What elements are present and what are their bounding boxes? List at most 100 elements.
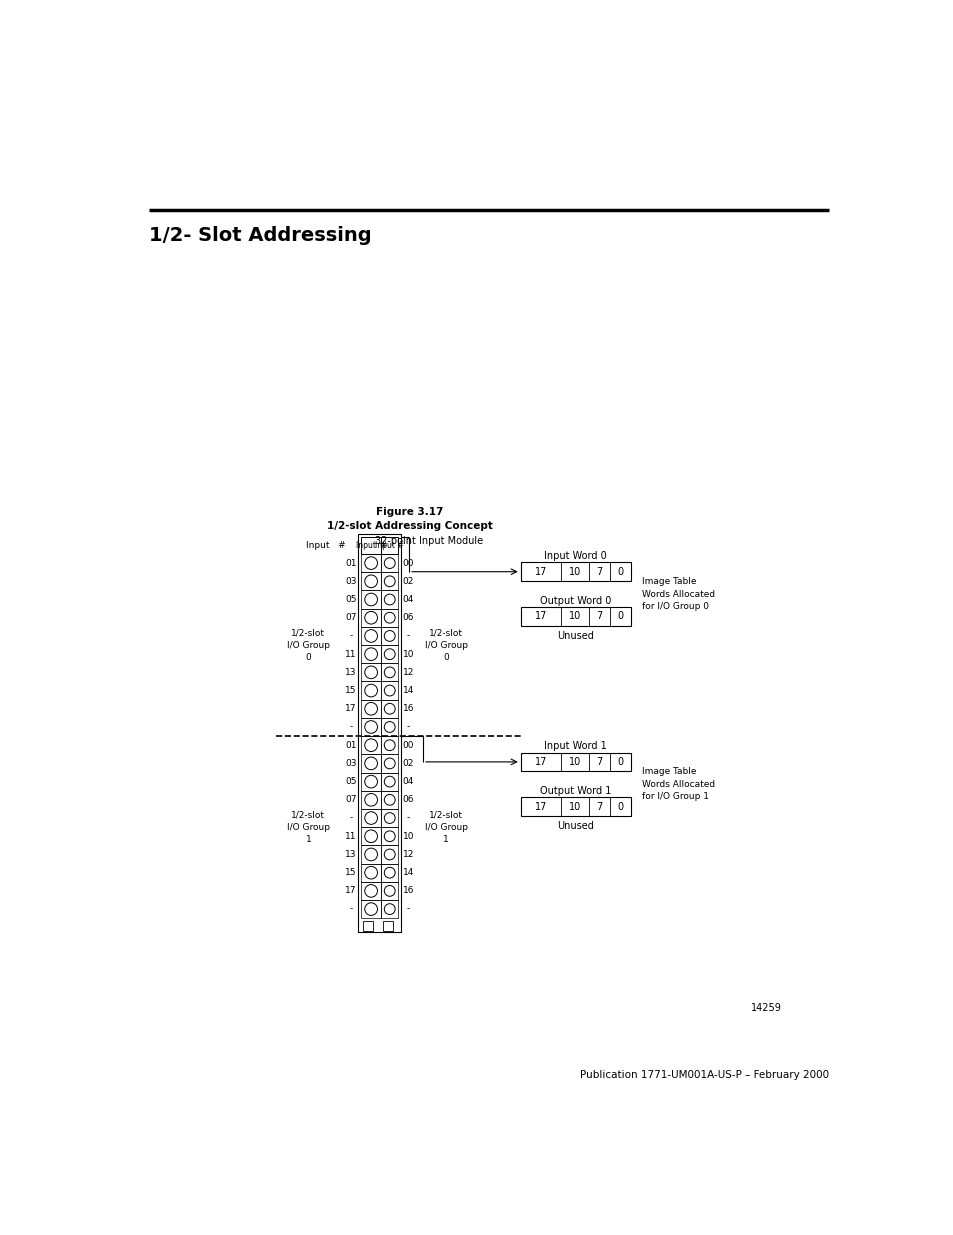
Text: 7: 7 <box>596 802 602 811</box>
Text: 05: 05 <box>345 595 356 604</box>
Circle shape <box>364 903 377 915</box>
Text: 15: 15 <box>345 868 356 877</box>
Bar <box>360 827 381 846</box>
Circle shape <box>384 704 395 714</box>
Circle shape <box>384 794 395 805</box>
Circle shape <box>384 831 395 841</box>
Text: -: - <box>406 722 410 731</box>
Text: 17: 17 <box>345 887 356 895</box>
Text: -: - <box>349 631 353 641</box>
Text: 04: 04 <box>402 595 414 604</box>
Bar <box>360 846 381 863</box>
Bar <box>381 755 397 773</box>
Text: -: - <box>349 904 353 914</box>
Circle shape <box>384 867 395 878</box>
Text: 11: 11 <box>345 650 356 658</box>
Circle shape <box>384 721 395 732</box>
Text: 17: 17 <box>534 611 546 621</box>
Text: Figure 3.17: Figure 3.17 <box>375 508 443 517</box>
Text: 01: 01 <box>345 558 356 568</box>
Bar <box>360 863 381 882</box>
Bar <box>357 534 401 932</box>
Bar <box>520 798 630 816</box>
Text: 03: 03 <box>345 577 356 585</box>
Text: 1/2-slot
I/O Group
1: 1/2-slot I/O Group 1 <box>287 810 330 845</box>
Circle shape <box>364 757 377 769</box>
Text: 0: 0 <box>617 802 622 811</box>
Bar <box>381 790 397 809</box>
Bar <box>360 555 381 572</box>
Text: Image Table
Words Allocated
for I/O Group 0: Image Table Words Allocated for I/O Grou… <box>641 577 714 611</box>
Text: 10: 10 <box>568 802 580 811</box>
Bar <box>381 537 397 555</box>
Text: 00: 00 <box>402 741 414 750</box>
Circle shape <box>384 740 395 751</box>
Bar <box>520 752 630 771</box>
Text: 0: 0 <box>617 567 622 577</box>
Circle shape <box>384 667 395 678</box>
Text: 32-point Input Module: 32-point Input Module <box>375 536 483 546</box>
Text: -: - <box>349 722 353 731</box>
Bar <box>381 663 397 682</box>
Text: 10: 10 <box>568 567 580 577</box>
Text: 14: 14 <box>402 868 414 877</box>
Text: 1/2- Slot Addressing: 1/2- Slot Addressing <box>149 226 371 245</box>
Text: 12: 12 <box>402 668 414 677</box>
Circle shape <box>364 703 377 715</box>
Bar <box>381 863 397 882</box>
Text: 1/2-slot
I/O Group
0: 1/2-slot I/O Group 0 <box>424 629 467 662</box>
Text: 16: 16 <box>402 704 414 714</box>
Bar <box>360 809 381 827</box>
Bar <box>360 590 381 609</box>
Circle shape <box>364 721 377 734</box>
Circle shape <box>364 593 377 606</box>
Text: Image Table
Words Allocated
for I/O Group 1: Image Table Words Allocated for I/O Grou… <box>641 767 714 802</box>
Circle shape <box>384 758 395 769</box>
Circle shape <box>384 576 395 587</box>
Text: 07: 07 <box>345 614 356 622</box>
Text: 11: 11 <box>345 831 356 841</box>
Text: 17: 17 <box>345 704 356 714</box>
Circle shape <box>384 850 395 860</box>
Text: 10: 10 <box>568 611 580 621</box>
Text: -: - <box>406 814 410 823</box>
Circle shape <box>384 813 395 824</box>
Text: 12: 12 <box>402 850 414 860</box>
Text: 14259: 14259 <box>750 1003 781 1013</box>
Circle shape <box>384 558 395 568</box>
Circle shape <box>364 557 377 569</box>
Text: 1/2-slot
I/O Group
0: 1/2-slot I/O Group 0 <box>287 629 330 662</box>
Text: Input #: Input # <box>375 541 404 550</box>
Text: Output Word 1: Output Word 1 <box>539 787 611 797</box>
Circle shape <box>384 685 395 697</box>
Bar <box>360 736 381 755</box>
Circle shape <box>364 848 377 861</box>
Text: 01: 01 <box>345 741 356 750</box>
Bar <box>362 921 373 930</box>
Circle shape <box>364 684 377 697</box>
Text: 13: 13 <box>345 668 356 677</box>
Circle shape <box>384 594 395 605</box>
Bar <box>360 663 381 682</box>
Circle shape <box>364 739 377 752</box>
Text: 07: 07 <box>345 795 356 804</box>
Text: Input  #: Input # <box>355 541 386 550</box>
Bar <box>520 562 630 580</box>
Text: -: - <box>406 631 410 641</box>
Bar <box>381 682 397 700</box>
Text: 1/2-slot Addressing Concept: 1/2-slot Addressing Concept <box>327 521 493 531</box>
Bar <box>381 609 397 627</box>
Bar <box>381 846 397 863</box>
Text: -: - <box>406 904 410 914</box>
Circle shape <box>384 777 395 787</box>
Text: Unused: Unused <box>557 631 594 641</box>
Bar <box>381 882 397 900</box>
Circle shape <box>364 576 377 588</box>
Text: Input Word 0: Input Word 0 <box>544 551 606 561</box>
Bar <box>381 900 397 918</box>
Text: 7: 7 <box>596 611 602 621</box>
Text: 17: 17 <box>534 802 546 811</box>
Text: 17: 17 <box>534 567 546 577</box>
Bar <box>520 608 630 626</box>
Text: 00: 00 <box>402 558 414 568</box>
